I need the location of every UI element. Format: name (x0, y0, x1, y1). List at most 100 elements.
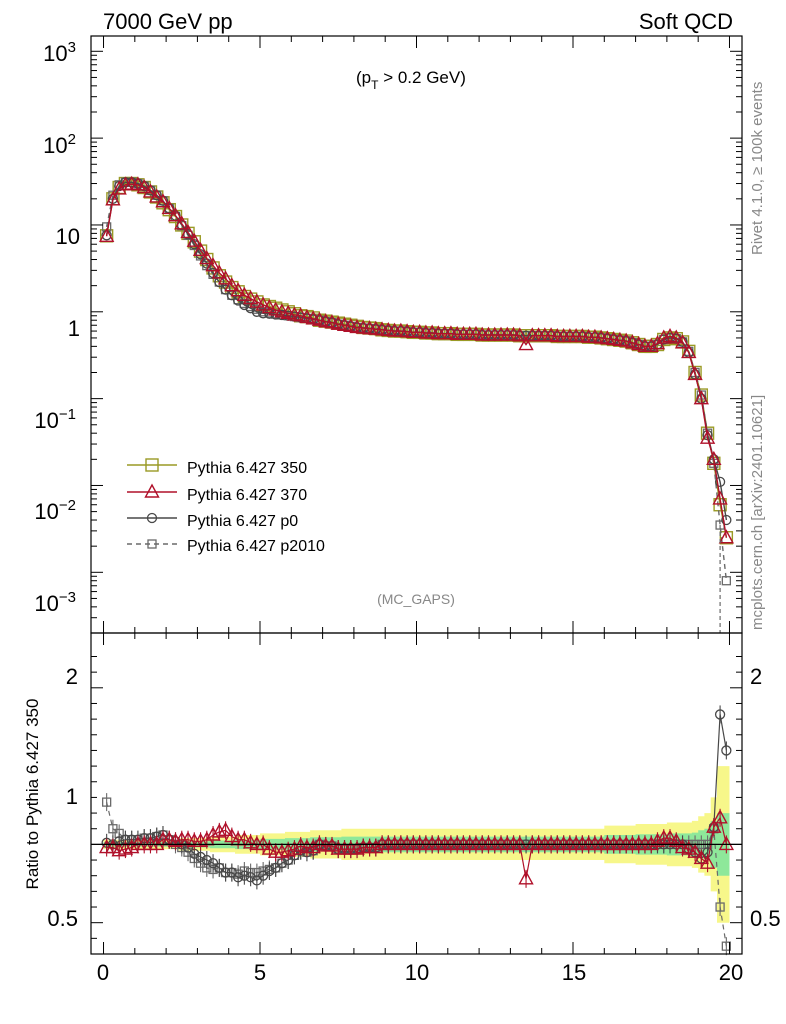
ratio-point-p370 (124, 839, 140, 854)
cut-label-rest: > 0.2 GeV) (378, 68, 465, 87)
legend-marker-p370 (144, 483, 160, 498)
point-p370 (111, 180, 127, 195)
point-p370 (161, 199, 177, 215)
ratio-point-p0 (264, 865, 275, 877)
cut-label-p: (p (356, 68, 371, 87)
y-tick-1e3: 103 (43, 39, 76, 66)
ratio-y-tick-2-right: 2 (750, 664, 762, 689)
point-p370 (205, 257, 221, 272)
point-p370 (643, 337, 659, 353)
legend: Pythia 6.427 350 Pythia 6.427 370 Pythia… (127, 458, 325, 555)
ratio-point-p370 (149, 835, 165, 851)
ratio-series-p2010 (101, 793, 732, 956)
point-p370 (699, 429, 716, 444)
ratio-point-p370 (699, 854, 716, 869)
x-tick-5: 5 (254, 960, 266, 985)
point-p0 (714, 476, 726, 488)
point-p370 (149, 188, 165, 203)
ratio-point-p2010 (108, 824, 118, 834)
ratio-point-p370 (167, 832, 184, 847)
point-p370 (706, 450, 722, 466)
point-p370 (142, 183, 159, 198)
ratio-point-p370 (105, 839, 121, 854)
ratio-point-p2010 (715, 902, 725, 912)
ratio-y-tick-1: 1 (66, 784, 78, 809)
point-p370 (224, 277, 240, 292)
cut-label: (pT > 0.2 GeV) (356, 68, 466, 92)
y-tick-10: 10 (56, 224, 80, 249)
ratio-y-tick-2: 2 (66, 664, 78, 689)
point-p370 (155, 193, 171, 208)
point-p370 (180, 223, 196, 239)
ratio-y-tick-0.5: 0.5 (47, 906, 78, 931)
legend-marker-p350 (145, 458, 159, 472)
ratio-point-p0 (220, 867, 231, 878)
point-p370 (518, 336, 534, 351)
point-p370 (98, 227, 115, 243)
point-p370 (693, 390, 709, 405)
ratio-point-p0 (201, 854, 212, 866)
ratio-point-p370 (668, 832, 684, 847)
point-p370 (136, 179, 152, 194)
point-p370 (718, 529, 735, 544)
y-tick-1e-1: 10−1 (34, 406, 76, 433)
y-tick-1: 1 (68, 316, 80, 341)
point-p370 (242, 290, 259, 305)
point-p370 (674, 334, 691, 349)
ratio-point-p0 (232, 872, 244, 883)
point-p370 (668, 329, 684, 344)
ratio-point-p370 (111, 842, 127, 857)
point-p370 (192, 241, 209, 257)
line-p370 (105, 183, 728, 538)
legend-label-p0: Pythia 6.427 p0 (187, 513, 298, 530)
ratio-point-p370 (706, 818, 722, 833)
point-p370 (512, 327, 528, 342)
point-p370 (249, 293, 265, 308)
legend-marker-p2010 (147, 539, 157, 549)
ratio-point-p370 (687, 843, 703, 858)
point-p370 (211, 264, 227, 279)
point-p0 (157, 195, 169, 206)
point-p0 (220, 284, 231, 295)
ratio-point-p0 (721, 745, 732, 756)
ratio-y-tick-0.5-right: 0.5 (750, 906, 781, 931)
ratio-point-p370 (718, 835, 735, 851)
ratio-point-p370 (255, 835, 271, 851)
point-p370 (687, 365, 703, 381)
point-p0 (257, 308, 269, 319)
ratio-point-p370 (649, 832, 666, 847)
ratio-point-p0 (239, 870, 250, 881)
x-tick-labels: 0 5 10 15 20 (97, 960, 743, 985)
point-p370 (105, 191, 121, 206)
y-tick-1e2: 102 (43, 131, 76, 158)
point-p370 (261, 299, 278, 314)
ratio-point-p0 (245, 872, 256, 883)
ratio-point-p2010 (721, 941, 732, 951)
main-plot-series (98, 175, 735, 633)
ratio-point-p370 (693, 850, 709, 865)
ratio-line-p2010 (106, 801, 727, 947)
point-p370 (186, 232, 202, 247)
header-right: Soft QCD (639, 9, 733, 34)
ratio-point-p0 (195, 851, 206, 863)
ratio-point-p370 (368, 839, 384, 854)
ratio-point-p370 (643, 835, 659, 851)
ratio-point-p370 (681, 840, 697, 855)
ratio-point-p370 (117, 840, 134, 855)
x-tick-10: 10 (405, 960, 429, 985)
x-tick-0: 0 (97, 960, 109, 985)
ratio-point-p370 (280, 842, 296, 857)
point-p370 (236, 286, 253, 301)
ratio-point-p370 (217, 821, 234, 836)
line-p350 (105, 182, 728, 538)
point-p370 (255, 296, 271, 311)
cut-label-sub: T (371, 78, 379, 92)
point-p370 (217, 270, 234, 285)
ratio-point-p370 (662, 829, 678, 844)
series-p370 (98, 175, 735, 544)
ratio-point-p370 (211, 823, 227, 838)
legend-label-p350: Pythia 6.427 350 (187, 460, 307, 477)
legend-label-p2010: Pythia 6.427 p2010 (187, 538, 325, 555)
point-p370 (230, 282, 246, 297)
